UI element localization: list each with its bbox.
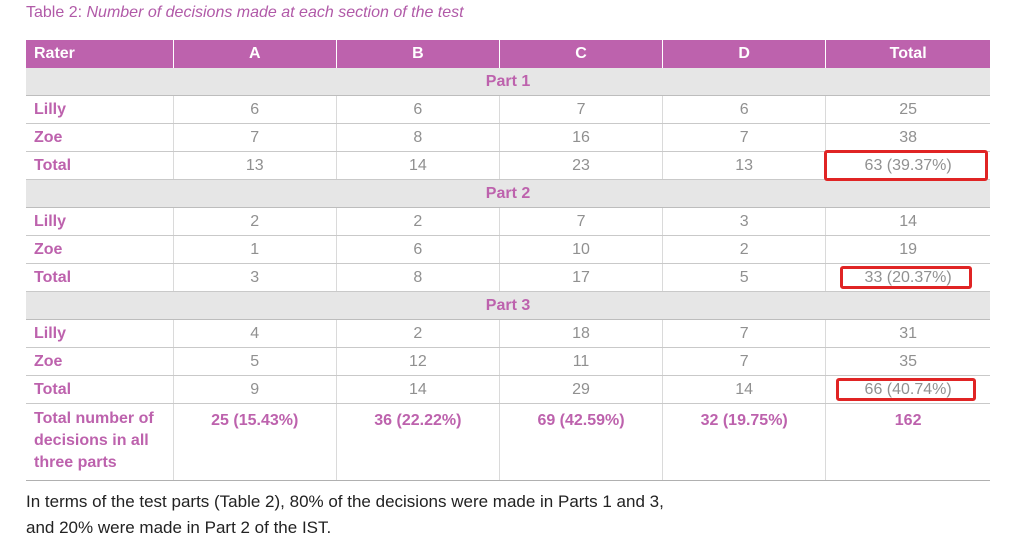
rater-cell: Lilly: [26, 95, 174, 124]
highlighted-total-value: 66 (40.74%): [864, 380, 952, 398]
value-cell: 14: [662, 375, 826, 404]
value-cell: 7: [662, 123, 826, 152]
value-cell: 8: [335, 263, 500, 292]
header-b: B: [335, 40, 500, 68]
value-cell: 7: [662, 319, 826, 348]
value-cell: 17: [498, 263, 663, 292]
body-paragraph: In terms of the test parts (Table 2), 80…: [26, 489, 786, 541]
value-cell: 1: [172, 235, 337, 264]
value-cell: 3: [172, 263, 337, 292]
highlighted-total-cell: 63 (39.37%): [824, 150, 990, 181]
paragraph-line-2: and 20% were made in Part 2 of the IST.: [26, 518, 332, 537]
table-row: Zoe 7 8 16 7 38: [26, 123, 990, 152]
value-cell: 6: [662, 95, 826, 124]
value-cell: 16: [498, 123, 663, 152]
value-cell: 2: [172, 207, 337, 236]
part-title: Part 1: [26, 68, 990, 96]
rater-cell: Zoe: [26, 235, 174, 264]
part-title: Part 3: [26, 291, 990, 320]
value-cell: 2: [662, 235, 826, 264]
header-a: A: [172, 40, 337, 68]
value-cell: 6: [335, 235, 500, 264]
red-highlight-box: [836, 378, 976, 401]
decisions-table: Rater A B C D Total Part 1 Lilly 6 6 7 6 25 Zoe…: [26, 40, 990, 481]
value-cell: 19: [825, 235, 990, 264]
value-cell: 11: [498, 347, 663, 376]
header-total: Total: [825, 40, 990, 68]
red-highlight-box: [824, 150, 988, 181]
caption-text: Number of decisions made at each section…: [86, 4, 464, 21]
value-cell: 25: [825, 95, 990, 124]
table-row: Zoe 5 12 11 7 35: [26, 347, 990, 376]
table-row: Lilly 2 2 7 3 14: [26, 207, 990, 236]
highlighted-total-cell: 33 (20.37%): [825, 263, 990, 292]
paragraph-line-1: In terms of the test parts (Table 2), 80…: [26, 492, 664, 511]
value-cell: 29: [498, 375, 663, 404]
value-cell: 7: [662, 347, 826, 376]
highlighted-total-cell: 66 (40.74%): [825, 375, 990, 404]
summary-value: 69 (42.59%): [498, 403, 663, 481]
rater-cell: Zoe: [26, 123, 174, 152]
value-cell: 35: [825, 347, 990, 376]
rater-cell: Total: [26, 375, 174, 404]
value-cell: 38: [825, 123, 990, 152]
rater-cell: Total: [26, 151, 174, 180]
value-cell: 23: [498, 151, 663, 180]
summary-row: Total number of decisions in all three p…: [26, 403, 990, 481]
caption-label: Table 2:: [26, 4, 83, 21]
table-row: Lilly 4 2 18 7 31: [26, 319, 990, 348]
header-c: C: [498, 40, 663, 68]
summary-value: 32 (19.75%): [662, 403, 826, 481]
table-row: Total 9 14 29 14 66 (40.74%): [26, 375, 990, 404]
value-cell: 6: [172, 95, 337, 124]
value-cell: 12: [335, 347, 500, 376]
value-cell: 5: [662, 263, 826, 292]
value-cell: 9: [172, 375, 337, 404]
summary-value: 36 (22.22%): [335, 403, 500, 481]
header-rater: Rater: [26, 40, 174, 68]
rater-cell: Total: [26, 263, 174, 292]
header-d: D: [662, 40, 826, 68]
value-cell: 3: [662, 207, 826, 236]
part-header-row: Part 1: [26, 68, 990, 96]
summary-value: 25 (15.43%): [172, 403, 337, 481]
value-cell: 8: [335, 123, 500, 152]
value-cell: 31: [825, 319, 990, 348]
table-row: Lilly 6 6 7 6 25: [26, 95, 990, 124]
table-row: Total 13 14 23 13 63 (39.37%): [26, 150, 990, 181]
red-highlight-box: [840, 266, 972, 289]
rater-cell: Lilly: [26, 319, 174, 348]
value-cell: 14: [335, 151, 500, 180]
value-cell: 5: [172, 347, 337, 376]
value-cell: 4: [172, 319, 337, 348]
table-row: Zoe 1 6 10 2 19: [26, 235, 990, 264]
highlighted-total-value: 63 (39.37%): [864, 156, 952, 174]
part-header-row: Part 2: [26, 179, 990, 208]
part-title: Part 2: [26, 179, 990, 208]
value-cell: 18: [498, 319, 663, 348]
table-row: Total 3 8 17 5 33 (20.37%): [26, 263, 990, 292]
rater-cell: Lilly: [26, 207, 174, 236]
rater-cell: Zoe: [26, 347, 174, 376]
value-cell: 7: [172, 123, 337, 152]
value-cell: 6: [335, 95, 500, 124]
table-caption: Table 2: Number of decisions made at eac…: [26, 4, 464, 22]
value-cell: 7: [498, 207, 663, 236]
header-row: Rater A B C D Total: [26, 40, 990, 68]
value-cell: 13: [662, 151, 826, 180]
summary-value: 162: [825, 403, 990, 481]
value-cell: 13: [172, 151, 337, 180]
value-cell: 14: [335, 375, 500, 404]
part-header-row: Part 3: [26, 291, 990, 320]
value-cell: 7: [498, 95, 663, 124]
summary-label: Total number of decisions in all three p…: [26, 403, 174, 481]
value-cell: 14: [825, 207, 990, 236]
value-cell: 10: [498, 235, 663, 264]
highlighted-total-value: 33 (20.37%): [864, 268, 952, 286]
value-cell: 2: [335, 319, 500, 348]
value-cell: 2: [335, 207, 500, 236]
